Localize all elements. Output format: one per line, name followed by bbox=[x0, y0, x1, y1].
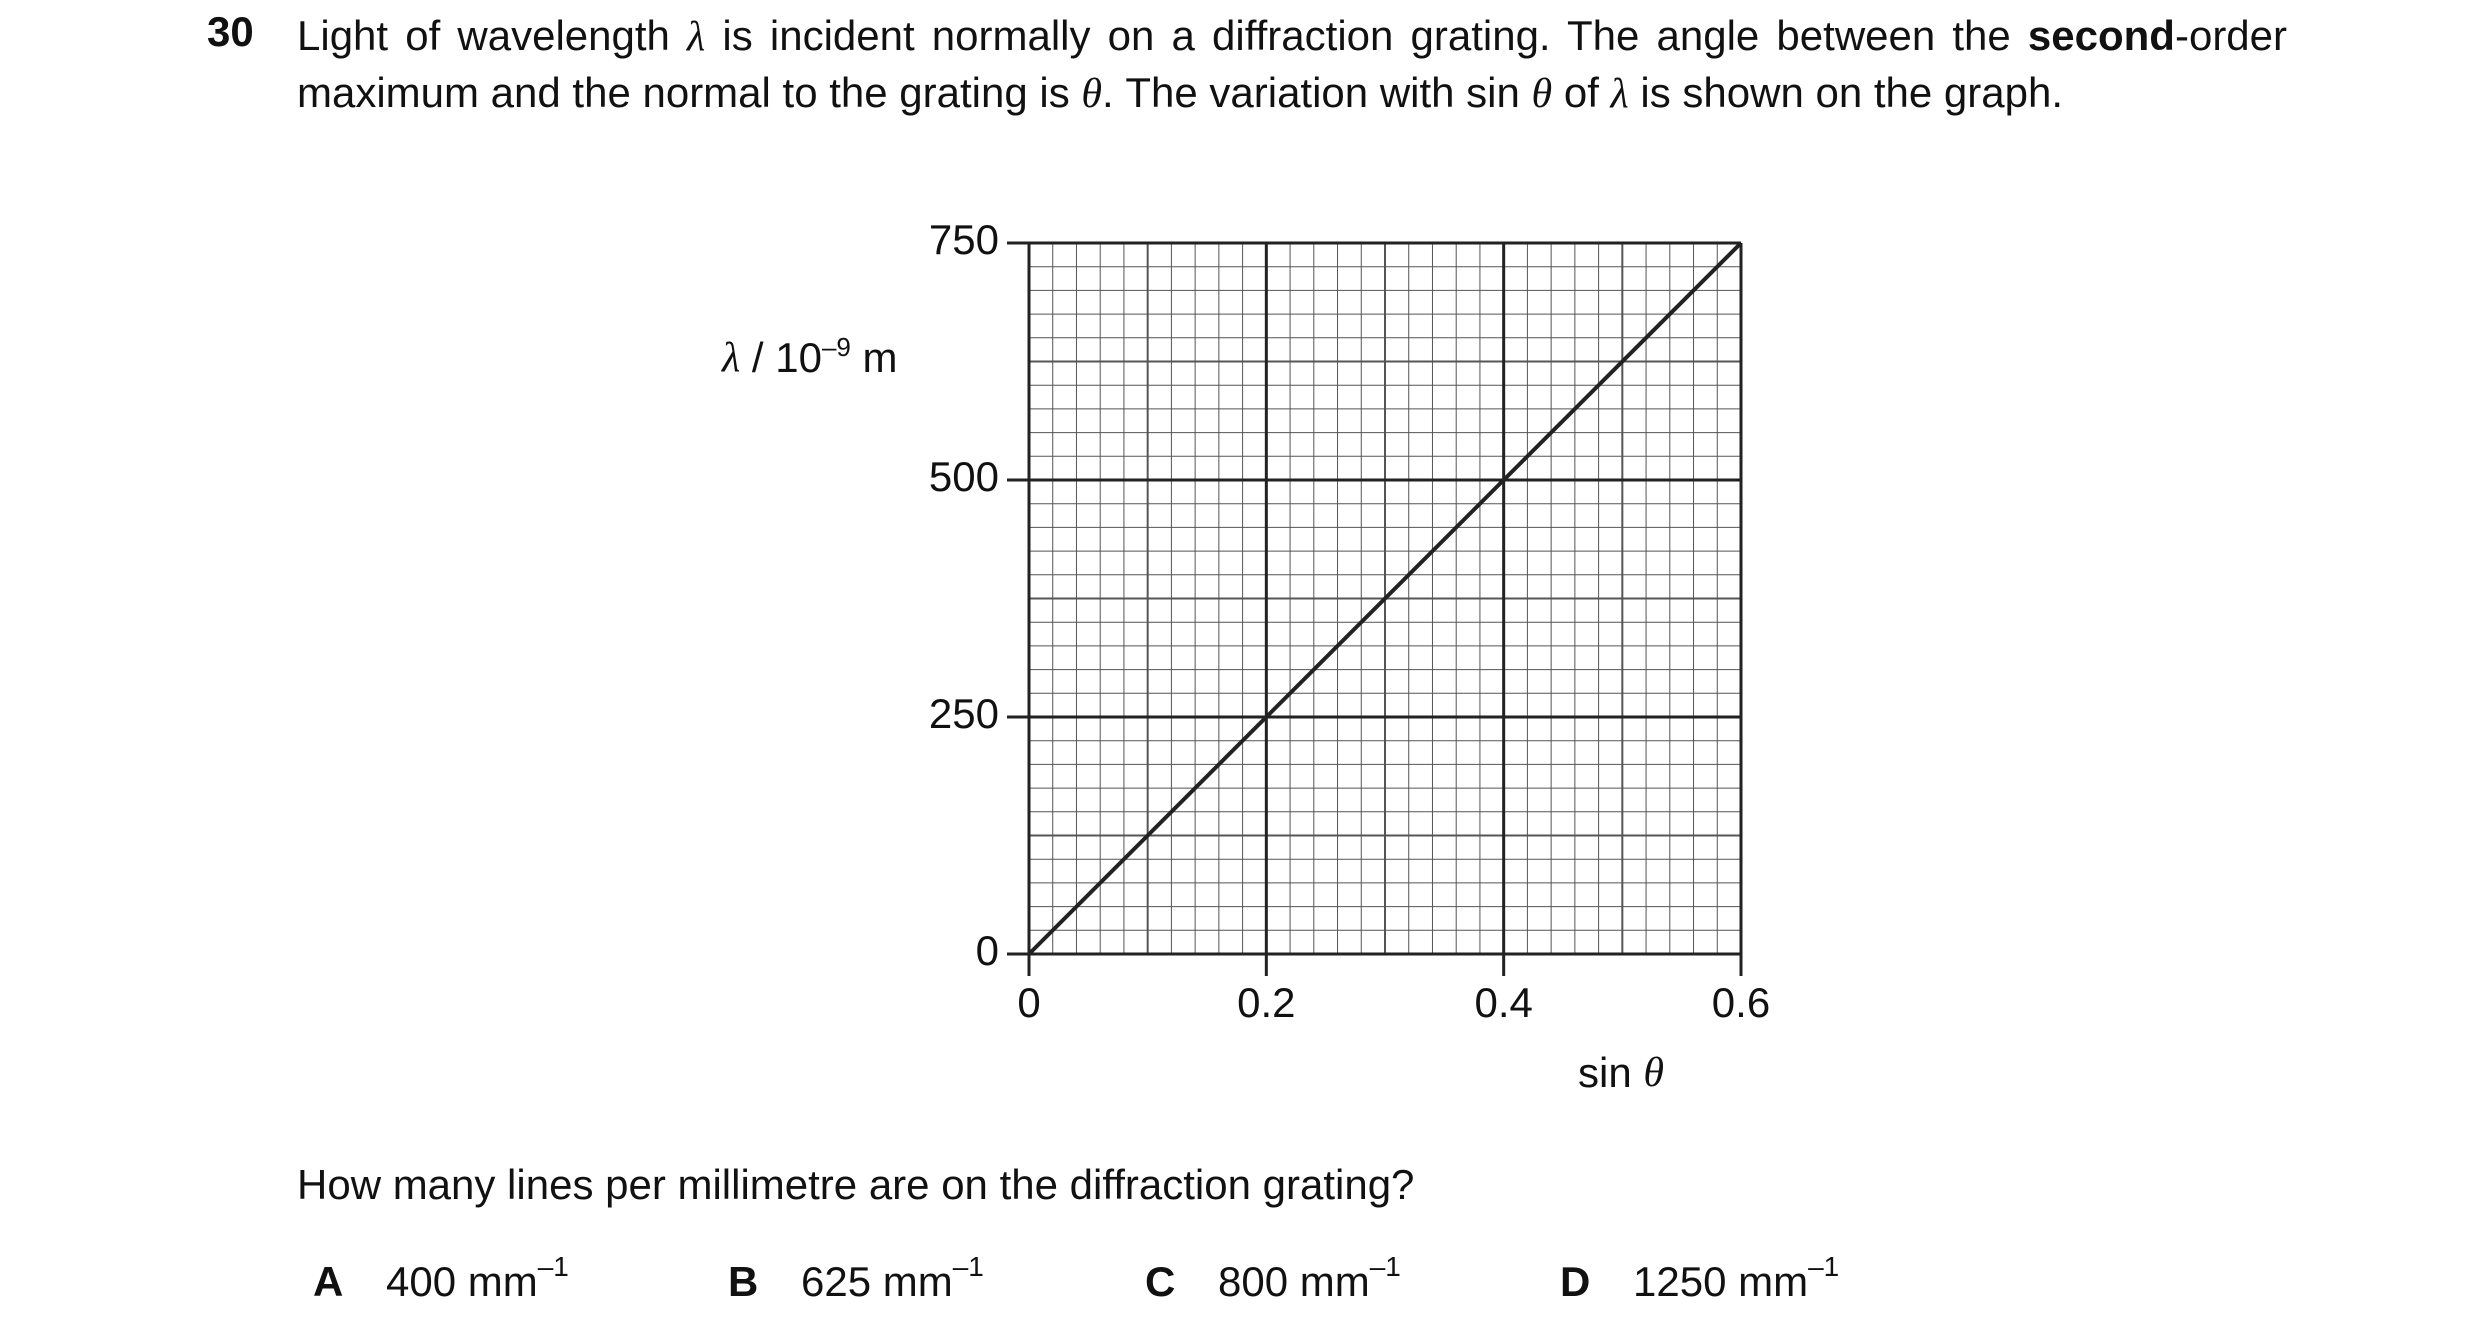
symbol: θ bbox=[1643, 1050, 1664, 1096]
option-superscript: –1 bbox=[1370, 1251, 1401, 1282]
text: is incident normally on a diffraction gr… bbox=[705, 12, 2028, 59]
question-text: Light of wavelength λ is incident normal… bbox=[297, 8, 2287, 122]
option-value: 625 mm–1 bbox=[801, 1251, 984, 1305]
text: sin bbox=[1578, 1049, 1643, 1096]
x-tick-label: 0.2 bbox=[1237, 979, 1295, 1026]
option-superscript: –1 bbox=[538, 1251, 569, 1282]
option-letter: C bbox=[1145, 1258, 1175, 1305]
option-letter: D bbox=[1560, 1258, 1590, 1305]
question-prompt: How many lines per millimetre are on the… bbox=[297, 1161, 1414, 1208]
options: A 400 mm–1 B 625 mm–1 C 800 mm–1 D 1250 mm–1 bbox=[313, 1251, 1839, 1305]
text: m bbox=[851, 334, 898, 381]
y-tick-label: 0 bbox=[976, 927, 999, 974]
bold-text: second bbox=[2027, 12, 2175, 59]
option-value: 400 mm–1 bbox=[386, 1251, 569, 1305]
symbol: θ bbox=[1081, 71, 1103, 117]
symbol: θ bbox=[1531, 71, 1553, 117]
text: -order maximum and the normal to the gra… bbox=[297, 12, 2288, 116]
data-line bbox=[1027, 241, 1743, 956]
y-axis-label: λ / 10–9 m bbox=[720, 332, 898, 381]
symbol: λ bbox=[687, 14, 706, 60]
y-tick-label: 500 bbox=[929, 453, 999, 500]
x-axis-label: sin θ bbox=[1578, 1049, 1664, 1096]
text: . The variation with sin bbox=[1102, 69, 1532, 116]
y-tick-label: 250 bbox=[929, 690, 999, 737]
superscript: –9 bbox=[822, 332, 851, 362]
text: Light of wavelength bbox=[297, 12, 688, 59]
option-text: 800 mm bbox=[1218, 1258, 1370, 1305]
option-letter: A bbox=[313, 1258, 343, 1305]
y-tick-label: 750 bbox=[929, 216, 999, 263]
symbol: λ bbox=[1610, 71, 1629, 117]
x-tick-label: 0.6 bbox=[1712, 979, 1770, 1026]
option-superscript: –1 bbox=[953, 1251, 984, 1282]
text: / 10 bbox=[740, 334, 822, 381]
option-value: 1250 mm–1 bbox=[1633, 1251, 1839, 1305]
symbol: λ bbox=[720, 335, 740, 381]
x-tick-label: 0 bbox=[1017, 979, 1040, 1026]
option-text: 1250 mm bbox=[1633, 1258, 1808, 1305]
option-letter: B bbox=[728, 1258, 758, 1305]
question-number: 30 bbox=[207, 8, 254, 55]
option-superscript: –1 bbox=[1808, 1251, 1839, 1282]
text: of bbox=[1552, 69, 1611, 116]
option-text: 400 mm bbox=[386, 1258, 538, 1305]
text: is shown on the graph. bbox=[1628, 69, 2064, 116]
x-tick-label: 0.4 bbox=[1474, 979, 1532, 1026]
option-text: 625 mm bbox=[801, 1258, 953, 1305]
option-value: 800 mm–1 bbox=[1218, 1251, 1401, 1305]
